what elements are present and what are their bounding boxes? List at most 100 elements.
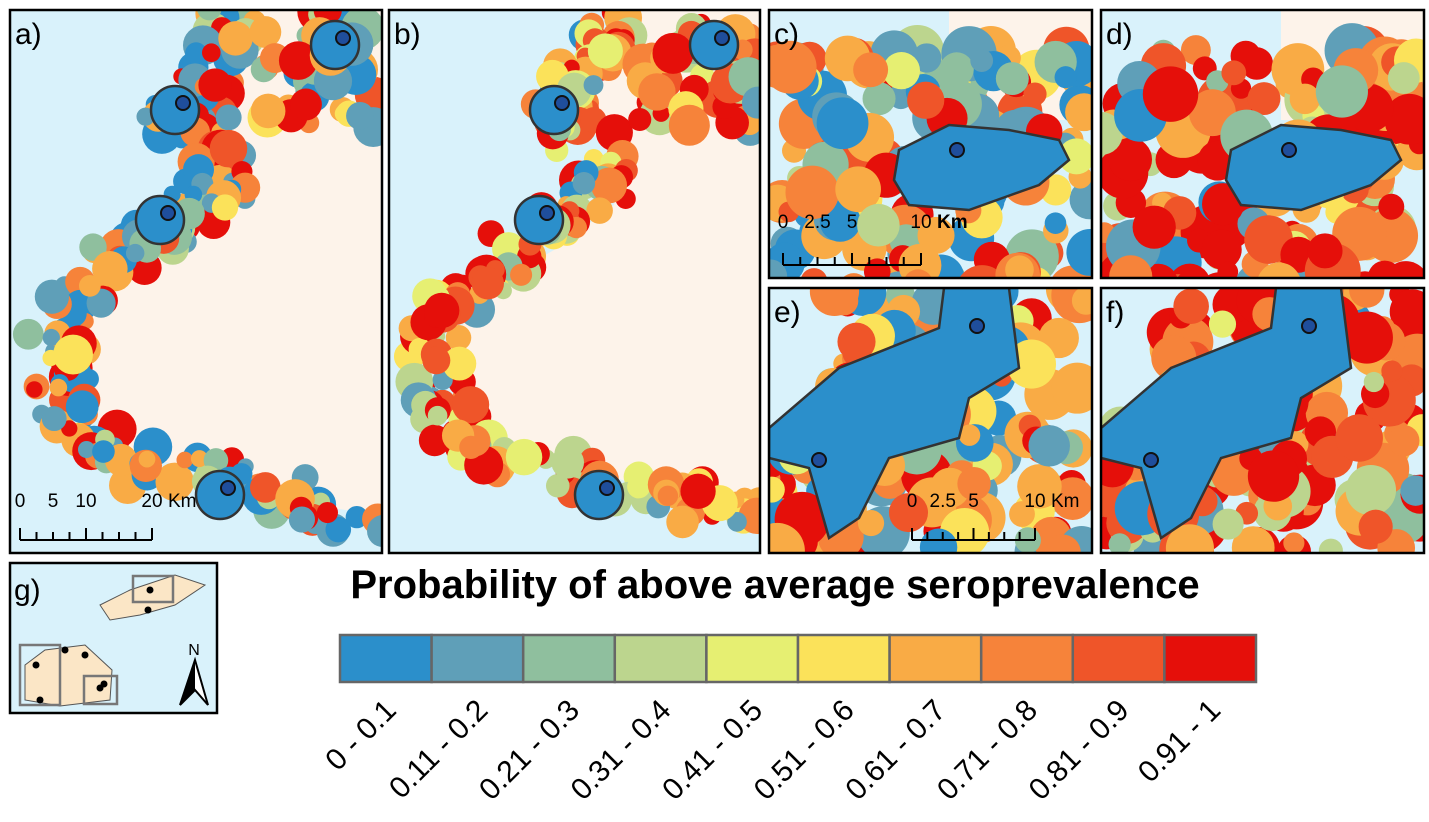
district xyxy=(1177,270,1202,278)
town xyxy=(949,142,965,158)
district xyxy=(1257,262,1301,278)
district xyxy=(176,451,194,469)
town-area xyxy=(1224,123,1403,212)
panel-label: e) xyxy=(774,296,801,329)
inset-town xyxy=(36,696,44,704)
district xyxy=(857,203,900,247)
district xyxy=(1009,501,1035,527)
panel-border xyxy=(1099,8,1426,280)
district xyxy=(445,324,472,351)
district xyxy=(882,52,921,90)
district xyxy=(627,475,651,499)
district xyxy=(1201,229,1242,270)
district xyxy=(1006,339,1057,389)
district xyxy=(427,405,448,426)
district xyxy=(1363,371,1384,393)
map-panel xyxy=(1101,10,1424,278)
town-area xyxy=(149,84,201,136)
district xyxy=(198,68,232,102)
district xyxy=(1165,524,1214,553)
district xyxy=(1108,137,1153,182)
district xyxy=(652,32,694,74)
district xyxy=(1335,414,1383,462)
legend-label: 0.41 - 0.5 xyxy=(656,694,769,807)
inset-town xyxy=(144,606,152,614)
panel-border xyxy=(387,8,762,555)
district xyxy=(1028,425,1070,467)
district xyxy=(863,258,891,278)
legend-label: 0.51 - 0.6 xyxy=(748,694,861,807)
district xyxy=(1384,93,1424,145)
town xyxy=(539,205,555,221)
map-panel xyxy=(769,288,1092,553)
scale-label: 5 xyxy=(847,212,858,233)
district xyxy=(218,21,253,56)
district xyxy=(211,194,239,221)
district xyxy=(138,450,156,468)
district xyxy=(92,440,115,463)
district xyxy=(1349,288,1385,308)
district xyxy=(917,216,955,254)
district xyxy=(1051,362,1092,414)
district xyxy=(505,438,543,476)
scale-label: 20 xyxy=(141,491,162,512)
map-panel xyxy=(1101,288,1424,553)
district xyxy=(1142,66,1199,122)
district xyxy=(278,41,318,80)
district xyxy=(53,334,93,375)
district xyxy=(1066,229,1092,276)
district xyxy=(1231,526,1275,553)
district xyxy=(857,509,885,537)
legend-swatch xyxy=(338,633,433,684)
district xyxy=(970,49,994,72)
legend-label: 0.31 - 0.4 xyxy=(565,694,678,807)
district xyxy=(202,43,221,63)
town xyxy=(554,95,570,111)
scale-label: 0 xyxy=(907,491,918,512)
district xyxy=(288,506,316,533)
district xyxy=(587,33,623,69)
legend-swatch xyxy=(979,633,1075,684)
panel-border xyxy=(1099,286,1426,555)
district xyxy=(728,57,760,97)
district xyxy=(904,269,932,278)
district xyxy=(316,502,338,524)
district xyxy=(853,52,889,88)
land xyxy=(75,10,382,515)
district xyxy=(1340,311,1393,364)
town xyxy=(599,480,615,496)
district xyxy=(1318,538,1343,553)
inset-box xyxy=(82,674,119,706)
panel-label: d) xyxy=(1106,18,1133,51)
legend-swatch xyxy=(521,633,617,684)
district xyxy=(1017,464,1062,509)
panel-label: f) xyxy=(1106,296,1124,329)
district xyxy=(325,516,352,543)
district xyxy=(1389,289,1424,335)
district xyxy=(1071,288,1092,315)
inset-town xyxy=(100,680,108,688)
district xyxy=(1247,450,1300,502)
legend-swatch xyxy=(705,633,800,684)
island xyxy=(99,574,207,621)
district xyxy=(510,263,533,286)
district xyxy=(1378,193,1405,220)
district xyxy=(583,75,604,95)
district xyxy=(668,104,710,146)
district xyxy=(1315,65,1368,118)
district xyxy=(1367,260,1402,278)
district xyxy=(424,292,460,329)
district xyxy=(41,406,67,432)
district xyxy=(452,386,490,424)
scale-label: 0 xyxy=(778,212,789,233)
district xyxy=(1221,60,1247,86)
town xyxy=(811,452,827,468)
district xyxy=(346,101,374,130)
district xyxy=(1132,205,1176,249)
district xyxy=(727,512,747,532)
inset-town xyxy=(61,646,69,654)
district xyxy=(1400,475,1424,506)
district xyxy=(34,279,70,314)
panel-label: g) xyxy=(14,574,41,607)
district xyxy=(249,16,282,48)
